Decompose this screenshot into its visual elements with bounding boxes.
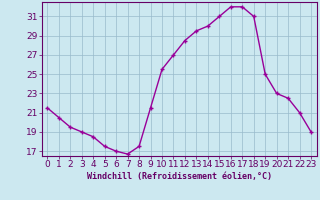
X-axis label: Windchill (Refroidissement éolien,°C): Windchill (Refroidissement éolien,°C) <box>87 172 272 181</box>
